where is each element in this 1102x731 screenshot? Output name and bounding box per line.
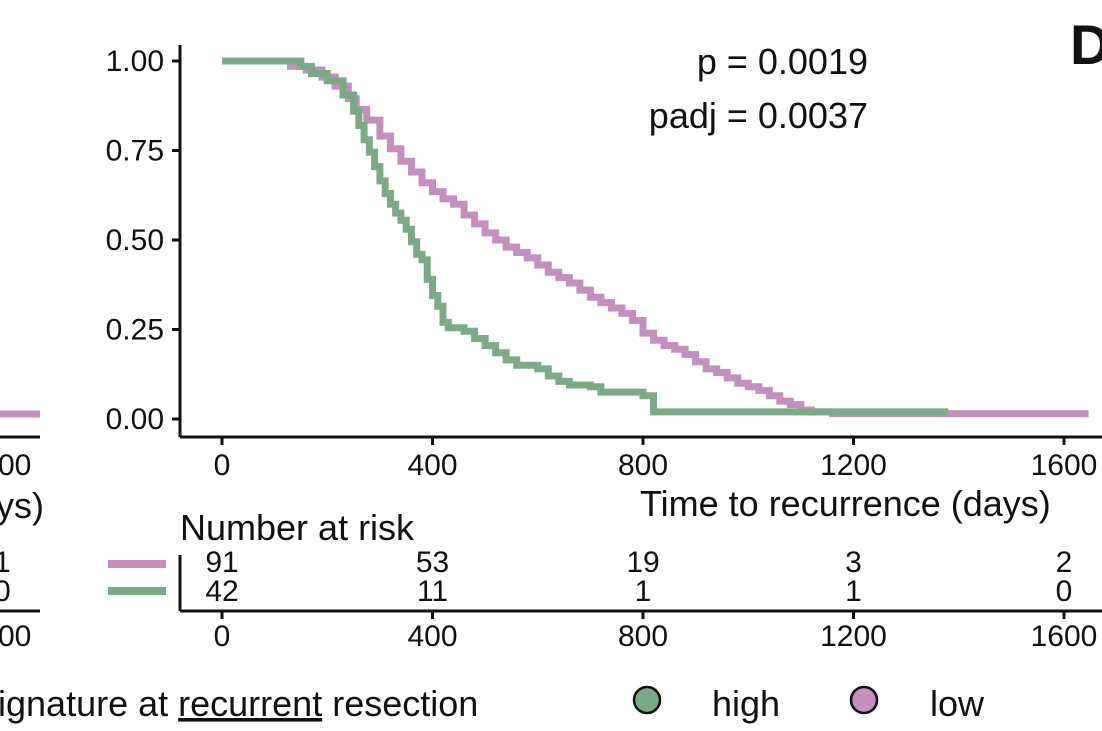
risk-tick-label: 1600 (1031, 620, 1098, 653)
y-ticks: 0.00 0.25 0.50 0.75 1.00 (106, 45, 180, 436)
risk-cell-low: 53 (416, 546, 449, 579)
legend-marker-high (632, 685, 662, 715)
risk-cell-high: 1 (635, 575, 652, 608)
risk-cell-high: 1 (845, 575, 862, 608)
padj-value: padj = 0.0037 (649, 95, 868, 136)
x-tick-label: 1600 (1031, 449, 1098, 482)
legend-marker-low (849, 685, 879, 715)
y-tick-label: 0.75 (106, 135, 164, 168)
risk-table: Number at risk 91 53 19 3 242 11 1 1 0 0 400 800 12… (108, 507, 1102, 653)
risk-cell-low: 2 (1056, 546, 1073, 579)
risk-tick-label: 1200 (820, 620, 887, 653)
left-risk-fragment-2: 0 (0, 575, 11, 608)
y-tick-label: 0.25 (106, 314, 164, 347)
legend-title-start: ignature at (0, 683, 168, 724)
curve-high (222, 57, 949, 416)
panel-letter: D (1070, 13, 1102, 76)
legend: ignature at recurrent resection high low (0, 683, 985, 724)
risk-ticks: 0 400 800 1200 1600 (214, 611, 1098, 653)
curve-low (222, 57, 1089, 418)
p-value: p = 0.0019 (697, 41, 868, 82)
risk-tick-label: 0 (214, 620, 231, 653)
left-tick-fragment: 00 (0, 449, 31, 482)
legend-title-underlined: recurrent (178, 683, 322, 724)
legend-title-end: resection (332, 683, 478, 724)
left-risk-tick-fragment: 00 (0, 620, 31, 653)
survival-curves (222, 57, 1089, 418)
left-xlabel-fragment: ys) (0, 485, 44, 526)
risk-cell-high: 42 (205, 575, 238, 608)
risk-cell-low: 91 (205, 546, 238, 579)
left-panel-fragment: 00 ys) 1 0 00 (0, 410, 44, 653)
main-plot: 0.00 0.25 0.50 0.75 1.00 0 400 800 1200 1600 p =… (106, 41, 1102, 524)
legend-label-high: high (712, 683, 780, 724)
risk-tick-label: 400 (407, 620, 457, 653)
x-tick-label: 800 (618, 449, 668, 482)
risk-tick-label: 800 (618, 620, 668, 653)
risk-cell-low: 19 (626, 546, 659, 579)
x-tick-label: 1200 (820, 449, 887, 482)
risk-cells: 91 53 19 3 242 11 1 1 0 (205, 546, 1072, 608)
risk-cell-high: 11 (417, 575, 448, 608)
legend-title-fragment: ignature at recurrent resection (0, 683, 478, 724)
y-tick-label: 1.00 (106, 45, 164, 78)
x-axis-label: Time to recurrence (days) (640, 483, 1051, 524)
x-tick-label: 0 (214, 449, 231, 482)
x-tick-label: 400 (407, 449, 457, 482)
y-tick-label: 0.50 (106, 224, 164, 257)
risk-cell-low: 3 (845, 546, 862, 579)
risk-table-title: Number at risk (180, 507, 415, 548)
y-tick-label: 0.00 (106, 403, 164, 436)
risk-cell-high: 0 (1056, 575, 1073, 608)
left-risk-fragment-1: 1 (0, 546, 11, 579)
legend-label-low: low (930, 683, 985, 724)
x-ticks: 0 400 800 1200 1600 (214, 437, 1098, 482)
